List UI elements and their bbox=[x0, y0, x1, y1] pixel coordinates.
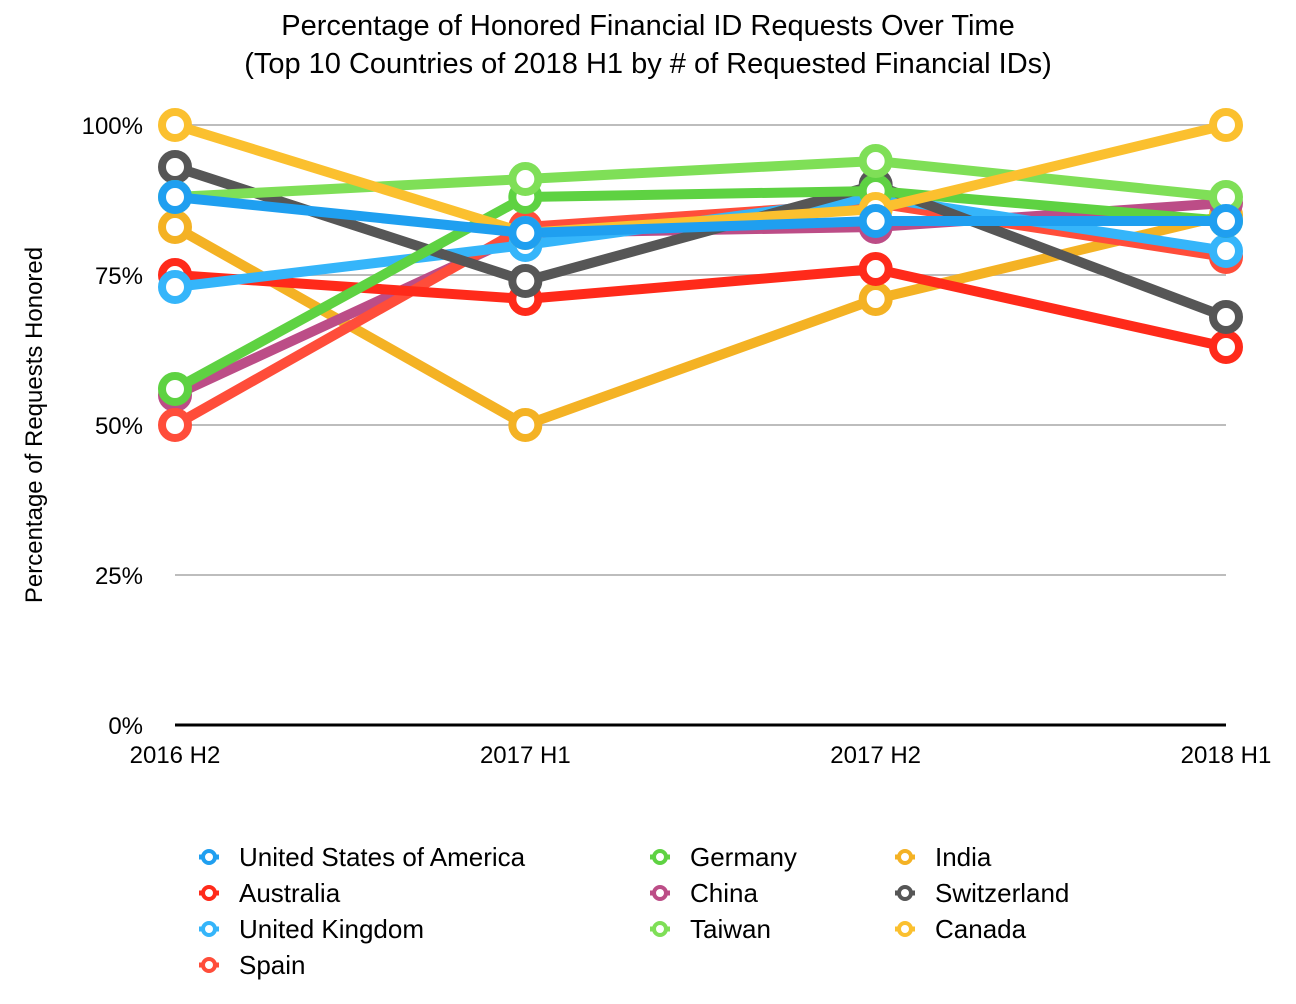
data-point bbox=[158, 408, 192, 442]
legend-label: United Kingdom bbox=[239, 914, 424, 944]
y-tick-label: 75% bbox=[95, 263, 143, 290]
legend-marker bbox=[650, 885, 670, 901]
data-point bbox=[508, 216, 543, 250]
data-point bbox=[158, 372, 192, 406]
data-point bbox=[158, 270, 192, 304]
legend-label: Germany bbox=[690, 842, 797, 872]
data-point bbox=[858, 252, 893, 286]
data-point bbox=[1209, 300, 1243, 334]
series-line bbox=[170, 120, 1231, 238]
y-tick-label: 25% bbox=[95, 563, 143, 590]
y-tick-label: 0% bbox=[108, 713, 143, 740]
data-point bbox=[1209, 108, 1243, 142]
legend-label: Australia bbox=[239, 878, 341, 908]
series-australia bbox=[158, 252, 1243, 364]
x-tick-label: 2017 H2 bbox=[830, 742, 921, 769]
data-point bbox=[858, 282, 893, 316]
legend-label: Canada bbox=[935, 914, 1027, 944]
chart-subtitle: (Top 10 Countries of 2018 H1 by # of Req… bbox=[244, 48, 1052, 80]
data-point bbox=[508, 162, 543, 196]
legend-marker bbox=[895, 849, 915, 865]
data-point bbox=[1209, 204, 1243, 238]
legend-marker bbox=[650, 849, 670, 865]
series-line bbox=[170, 156, 1231, 202]
series-line bbox=[170, 198, 1231, 430]
legend-label: Switzerland bbox=[935, 878, 1070, 908]
legend-label: United States of America bbox=[239, 842, 526, 872]
data-point bbox=[1209, 330, 1243, 364]
legend-marker bbox=[199, 957, 219, 973]
x-tick-label: 2016 H2 bbox=[130, 742, 221, 769]
legend-label: India bbox=[935, 842, 992, 872]
legend-label: Spain bbox=[239, 950, 306, 980]
y-tick-label: 50% bbox=[95, 413, 143, 440]
data-point bbox=[858, 144, 893, 178]
legend-label: Taiwan bbox=[690, 914, 771, 944]
x-tick-label: 2018 H1 bbox=[1181, 742, 1272, 769]
series-line bbox=[170, 192, 1231, 238]
data-point bbox=[158, 150, 192, 184]
data-point bbox=[158, 180, 192, 214]
data-point bbox=[158, 108, 192, 142]
legend-marker bbox=[199, 849, 219, 865]
data-point bbox=[858, 204, 893, 238]
x-tick-label: 2017 H1 bbox=[480, 742, 571, 769]
chart-title: Percentage of Honored Financial ID Reque… bbox=[281, 10, 1015, 42]
legend-marker bbox=[895, 921, 915, 937]
legend-marker bbox=[199, 921, 219, 937]
data-point bbox=[158, 210, 192, 244]
legend-marker bbox=[650, 921, 670, 937]
y-tick-label: 100% bbox=[82, 113, 143, 140]
data-point bbox=[1209, 234, 1243, 268]
series-line bbox=[170, 162, 1231, 322]
data-point bbox=[508, 264, 543, 298]
series-line bbox=[170, 264, 1231, 352]
series-line bbox=[170, 186, 1231, 394]
legend-marker bbox=[895, 885, 915, 901]
legend-marker bbox=[199, 885, 219, 901]
legend-label: China bbox=[690, 878, 758, 908]
series-united-states-of-america bbox=[158, 180, 1243, 250]
data-point bbox=[508, 408, 543, 442]
y-axis-label: Percentage of Requests Honored bbox=[21, 247, 48, 603]
